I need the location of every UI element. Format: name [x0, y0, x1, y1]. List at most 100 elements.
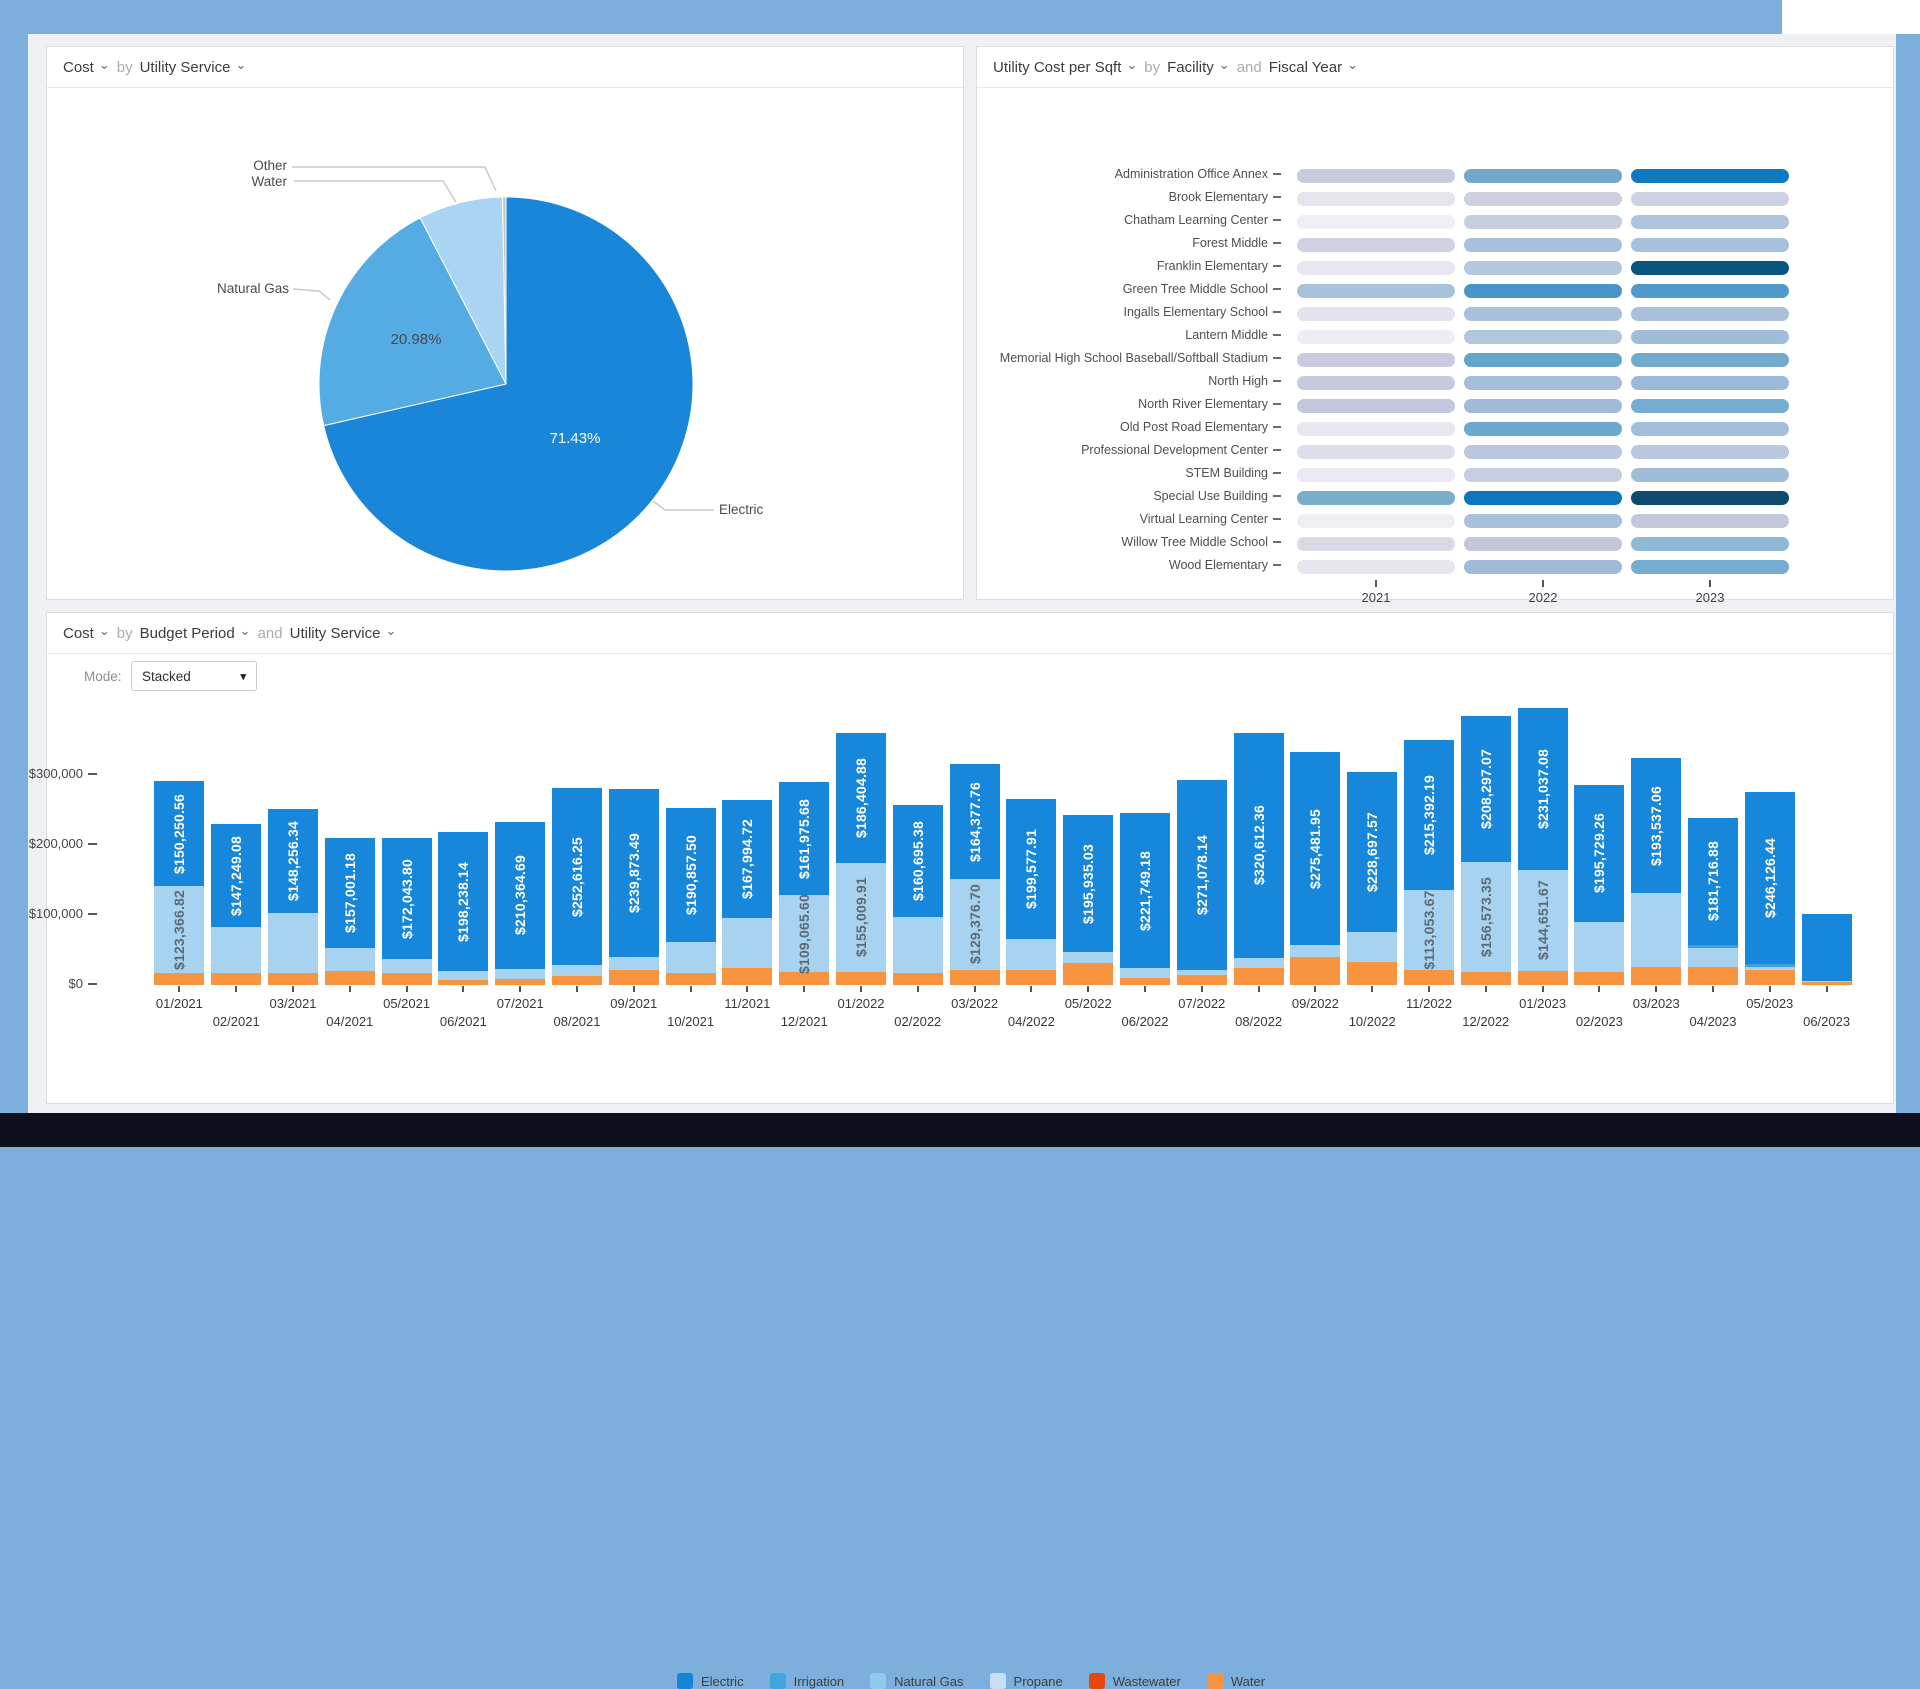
heatmap-cell-2022[interactable] — [1464, 491, 1622, 505]
heatmap-cell-2023[interactable] — [1631, 560, 1789, 574]
heatmap-cell-2022[interactable] — [1464, 238, 1622, 252]
bar-segment-water-04/2022[interactable] — [1006, 970, 1057, 985]
bar-segment-natural_gas-07/2021[interactable] — [495, 968, 546, 980]
bar-segment-water-08/2021[interactable] — [552, 975, 602, 985]
bar-segment-water-01/2023[interactable] — [1517, 971, 1568, 985]
bar-segment-water-10/2022[interactable] — [1347, 961, 1398, 985]
bar-segment-electric-08/2021[interactable] — [552, 788, 602, 966]
heatmap-cell-2023[interactable] — [1631, 330, 1789, 344]
bar-segment-electric-04/2022[interactable] — [1006, 799, 1057, 939]
bar-segment-electric-09/2022[interactable] — [1290, 752, 1341, 946]
heatmap-cell-2021[interactable] — [1297, 330, 1455, 344]
bar-segment-water-01/2021[interactable] — [154, 972, 205, 985]
bar-segment-water-02/2022[interactable] — [892, 973, 943, 985]
heatmap-cell-2023[interactable] — [1631, 514, 1789, 528]
heatmap-cell-2023[interactable] — [1631, 215, 1789, 229]
bar-segment-water-07/2021[interactable] — [495, 979, 546, 985]
heatmap-cell-2021[interactable] — [1297, 468, 1455, 482]
heatmap-cell-2021[interactable] — [1297, 169, 1455, 183]
bar-segment-water-03/2023[interactable] — [1631, 966, 1682, 985]
bar-segment-electric-07/2021[interactable] — [495, 821, 546, 969]
heatmap-cell-2022[interactable] — [1464, 307, 1622, 321]
bar-segment-water-06/2022[interactable] — [1120, 978, 1170, 985]
heatmap-cell-2022[interactable] — [1464, 537, 1622, 551]
bar-segment-natural_gas-09/2021[interactable] — [608, 957, 659, 971]
bar-segment-water-03/2021[interactable] — [268, 972, 318, 985]
legend-item-natural-gas[interactable]: Natural Gas — [870, 1673, 964, 1689]
bar-segment-natural_gas-01/2023[interactable] — [1517, 869, 1568, 971]
bar-segment-water-09/2022[interactable] — [1290, 957, 1341, 985]
bar-segment-electric-02/2022[interactable] — [892, 804, 943, 918]
bar-segment-water-03/2022[interactable] — [949, 969, 1000, 985]
bar-segment-natural_gas-11/2021[interactable] — [722, 917, 773, 969]
heatmap-cell-2022[interactable] — [1464, 353, 1622, 367]
heatmap-cell-2021[interactable] — [1297, 238, 1455, 252]
bar-segment-water-12/2021[interactable] — [779, 971, 830, 985]
bar-segment-natural_gas-04/2021[interactable] — [324, 947, 375, 972]
dimension-dropdown-utility-service[interactable]: Utility Service ⌄ — [290, 624, 397, 642]
bar-segment-natural_gas-12/2021[interactable] — [779, 895, 830, 972]
bar-segment-electric-10/2021[interactable] — [665, 807, 716, 942]
heatmap-cell-2023[interactable] — [1631, 261, 1789, 275]
heatmap-cell-2023[interactable] — [1631, 422, 1789, 436]
heatmap-cell-2023[interactable] — [1631, 238, 1789, 252]
bar-segment-natural_gas-02/2022[interactable] — [892, 917, 943, 974]
heatmap-cell-2021[interactable] — [1297, 422, 1455, 436]
heatmap-cell-2022[interactable] — [1464, 376, 1622, 390]
bar-segment-natural_gas-09/2022[interactable] — [1290, 945, 1341, 957]
heatmap-cell-2023[interactable] — [1631, 537, 1789, 551]
heatmap-cell-2023[interactable] — [1631, 468, 1789, 482]
heatmap-cell-2022[interactable] — [1464, 422, 1622, 436]
bar-segment-water-05/2023[interactable] — [1744, 970, 1795, 985]
pie-slice-electric[interactable] — [323, 196, 694, 572]
mode-select[interactable]: Stacked ▾ — [131, 661, 257, 691]
heatmap-cell-2021[interactable] — [1297, 537, 1455, 551]
bar-segment-electric-01/2021[interactable] — [154, 781, 205, 887]
bar-segment-natural_gas-03/2022[interactable] — [949, 879, 1000, 970]
bar-segment-electric-05/2023[interactable] — [1744, 791, 1795, 964]
bar-segment-natural_gas-01/2022[interactable] — [836, 863, 886, 972]
bar-segment-water-11/2021[interactable] — [722, 968, 773, 985]
bar-segment-water-02/2021[interactable] — [211, 973, 262, 985]
bar-segment-electric-04/2021[interactable] — [324, 837, 375, 948]
bar-segment-electric-12/2022[interactable] — [1460, 716, 1511, 863]
bar-segment-natural_gas-01/2021[interactable] — [154, 886, 205, 973]
bar-segment-electric-11/2021[interactable] — [722, 800, 773, 918]
heatmap-cell-2023[interactable] — [1631, 445, 1789, 459]
bar-segment-electric-01/2023[interactable] — [1517, 708, 1568, 870]
bar-segment-water-09/2021[interactable] — [608, 970, 659, 985]
heatmap-cell-2023[interactable] — [1631, 192, 1789, 206]
legend-item-wastewater[interactable]: Wastewater — [1088, 1673, 1181, 1689]
dimension-dropdown-utility-service[interactable]: Utility Service ⌄ — [140, 58, 247, 76]
bar-segment-electric-05/2021[interactable] — [381, 838, 432, 959]
bar-segment-natural_gas-05/2021[interactable] — [381, 958, 432, 974]
bar-segment-natural_gas-04/2022[interactable] — [1006, 938, 1057, 971]
legend-item-electric[interactable]: Electric — [676, 1673, 744, 1689]
bar-segment-water-10/2021[interactable] — [665, 973, 716, 985]
bar-segment-water-02/2023[interactable] — [1574, 971, 1625, 985]
bar-segment-irrigation-05/2023[interactable] — [1744, 964, 1795, 967]
heatmap-cell-2021[interactable] — [1297, 353, 1455, 367]
heatmap-cell-2021[interactable] — [1297, 215, 1455, 229]
heatmap-cell-2021[interactable] — [1297, 376, 1455, 390]
dimension-dropdown-fiscal-year[interactable]: Fiscal Year ⌄ — [1269, 58, 1358, 76]
dimension-dropdown-budget-period[interactable]: Budget Period ⌄ — [140, 624, 251, 642]
bar-segment-electric-06/2023[interactable] — [1801, 914, 1852, 981]
heatmap-cell-2021[interactable] — [1297, 261, 1455, 275]
bar-segment-electric-02/2023[interactable] — [1574, 784, 1625, 922]
bar-segment-electric-06/2021[interactable] — [438, 832, 489, 971]
heatmap-cell-2021[interactable] — [1297, 399, 1455, 413]
heatmap-cell-2022[interactable] — [1464, 215, 1622, 229]
bar-segment-electric-12/2021[interactable] — [779, 781, 830, 896]
bar-segment-electric-07/2022[interactable] — [1176, 779, 1227, 970]
bar-segment-electric-09/2021[interactable] — [608, 789, 659, 957]
pie-slice-other[interactable] — [501, 196, 507, 385]
bar-segment-water-06/2021[interactable] — [438, 979, 489, 985]
metric-dropdown-cost[interactable]: Cost ⌄ — [63, 624, 110, 642]
bar-segment-water-01/2022[interactable] — [836, 971, 886, 985]
legend-item-water[interactable]: Water — [1206, 1673, 1265, 1689]
bar-segment-water-04/2021[interactable] — [324, 971, 375, 985]
bar-segment-natural_gas-02/2021[interactable] — [211, 927, 262, 974]
bar-segment-electric-03/2023[interactable] — [1631, 757, 1682, 894]
bar-segment-natural_gas-07/2022[interactable] — [1176, 969, 1227, 976]
